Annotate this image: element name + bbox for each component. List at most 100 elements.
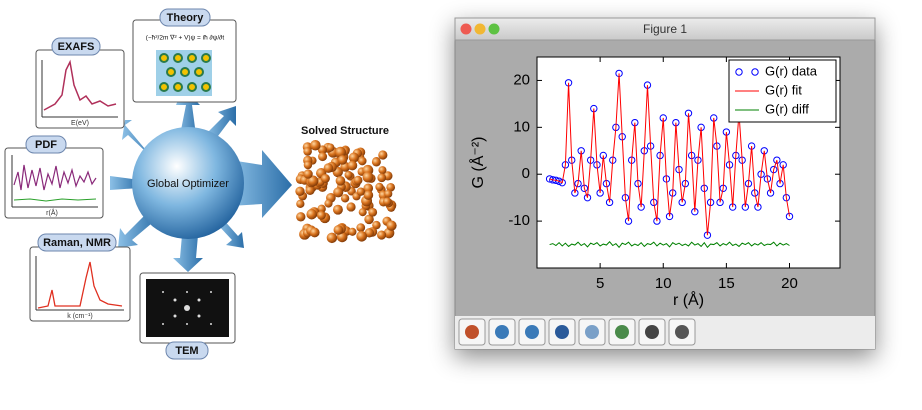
- x-axis-label: r (Å): [673, 290, 704, 309]
- legend-label: G(r) diff: [765, 101, 809, 116]
- atom: [346, 202, 356, 212]
- atom: [340, 194, 350, 203]
- series-line: [549, 240, 790, 249]
- zoom-button[interactable]: [488, 23, 500, 35]
- atom: [307, 175, 319, 187]
- y-tick-label: 10: [513, 118, 530, 135]
- close-button[interactable]: [460, 23, 472, 35]
- x-tick-label: 5: [596, 275, 604, 292]
- minimize-button[interactable]: [474, 23, 486, 35]
- atom: [303, 147, 312, 156]
- button-icon: [525, 325, 539, 339]
- atom: [358, 208, 367, 217]
- atom: [332, 204, 343, 215]
- atom: [356, 187, 365, 196]
- x-tick-label: 20: [781, 275, 798, 292]
- center-label: Global Optimizer: [147, 178, 229, 190]
- atom: [303, 169, 313, 179]
- window-title: Figure 1: [643, 22, 687, 36]
- equation: (−ħ²/2m ∇² + V)ψ = iħ ∂ψ/∂t: [146, 34, 225, 42]
- output-label: Solved Structure: [301, 125, 389, 137]
- optimizer: Global Optimizer: [110, 88, 292, 272]
- atom: [386, 220, 397, 231]
- atom: [303, 160, 313, 170]
- panel-title: PDF: [35, 139, 57, 151]
- atom: [326, 143, 335, 152]
- raman-panel: k (cm⁻¹) Raman, NMR: [29, 233, 131, 322]
- atom: [364, 228, 375, 238]
- atom: [364, 214, 374, 225]
- atom: [318, 152, 328, 162]
- atom: [378, 150, 388, 160]
- atom: [353, 175, 363, 185]
- data-point: [785, 212, 794, 221]
- atom: [333, 225, 344, 235]
- atom: [383, 197, 392, 206]
- tem-panel: TEM: [139, 272, 236, 360]
- y-tick-label: -10: [508, 212, 530, 229]
- atom: [368, 207, 378, 217]
- toolbar-button[interactable]: [608, 318, 636, 346]
- toolbar-button[interactable]: [488, 318, 516, 346]
- atom: [296, 212, 306, 222]
- atom: [317, 204, 326, 214]
- toolbar-button[interactable]: [668, 318, 696, 346]
- data-point: [558, 178, 566, 187]
- atom: [310, 140, 321, 151]
- atom: [375, 182, 384, 192]
- atom: [344, 170, 353, 179]
- exafs-panel: E(eV) EXAFS: [35, 37, 125, 129]
- toolbar-button[interactable]: [638, 318, 666, 346]
- axis-label: k (cm⁻¹): [67, 313, 92, 320]
- atom: [371, 157, 381, 167]
- toolbar-button[interactable]: [578, 318, 606, 346]
- atom: [326, 232, 338, 244]
- y-axis-label: G (Å⁻²): [468, 137, 487, 189]
- button-icon: [495, 325, 509, 339]
- atom: [317, 145, 327, 155]
- panel-title: Theory: [167, 12, 205, 24]
- y-tick-label: 20: [513, 71, 530, 88]
- atom: [363, 190, 374, 200]
- atom: [323, 163, 334, 173]
- panel-title: EXAFS: [58, 41, 95, 53]
- atom: [333, 187, 344, 198]
- atom: [306, 208, 317, 220]
- legend-label: G(r) fit: [765, 82, 802, 97]
- plot: 5 10 15 20 -10 0 10 20 r (Å) G (Å⁻²) G(r) data G(r)…: [468, 56, 841, 309]
- atom: [384, 189, 393, 198]
- button-icon: [675, 325, 689, 339]
- x-tick-label: 10: [655, 275, 672, 292]
- toolbar-button[interactable]: [548, 318, 576, 346]
- atom: [335, 176, 346, 186]
- atom: [372, 220, 381, 230]
- toolbar-button[interactable]: [458, 318, 486, 346]
- atom: [377, 173, 387, 183]
- atom: [363, 183, 374, 194]
- atom: [316, 210, 326, 220]
- theory-panel: (−ħ²/2m ∇² + V)ψ = iħ ∂ψ/∂t Theory: [132, 8, 237, 103]
- atom: [356, 230, 368, 242]
- legend-marker: [735, 68, 743, 76]
- series-line: [549, 73, 790, 236]
- structure: [295, 140, 397, 244]
- atom: [320, 174, 330, 183]
- atom: [335, 146, 346, 158]
- atom: [357, 156, 367, 166]
- panel-title: TEM: [175, 345, 198, 357]
- legend-marker: [751, 68, 759, 76]
- toolbar-button[interactable]: [518, 318, 546, 346]
- button-icon: [585, 325, 599, 339]
- axis-label: r(Å): [46, 208, 58, 217]
- atom: [348, 152, 359, 163]
- axis-label: E(eV): [71, 120, 89, 127]
- atom: [362, 171, 374, 183]
- atom: [347, 160, 358, 171]
- button-icon: [555, 325, 569, 339]
- x-tick-label: 15: [718, 275, 735, 292]
- atom: [348, 227, 357, 236]
- atom: [296, 199, 305, 209]
- atom: [295, 186, 305, 196]
- button-icon: [615, 325, 629, 339]
